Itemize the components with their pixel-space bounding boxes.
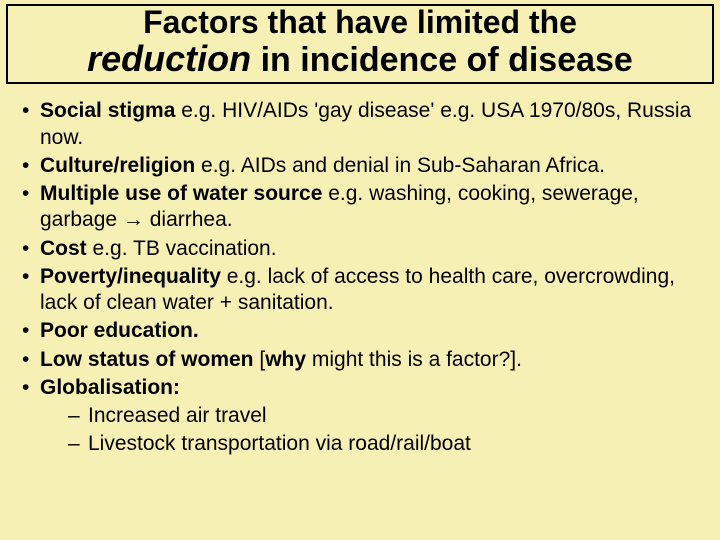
bullet-bold: Globalisation:: [40, 376, 180, 399]
title-text-line1: Factors that have limited the: [143, 4, 577, 40]
title-line-1: Factors that have limited the: [18, 6, 702, 40]
bullet-item-globalisation: Globalisation: Increased air travel Live…: [18, 375, 702, 458]
bullet-bold: Multiple use of water source: [40, 182, 322, 205]
bullet-item-education: Poor education.: [18, 318, 702, 344]
bullet-item-water-source: Multiple use of water source e.g. washin…: [18, 181, 702, 234]
bullet-list: Social stigma e.g. HIV/AIDs 'gay disease…: [18, 98, 702, 457]
bullet-item-social-stigma: Social stigma e.g. HIV/AIDs 'gay disease…: [18, 98, 702, 151]
bullet-item-culture-religion: Culture/religion e.g. AIDs and denial in…: [18, 153, 702, 179]
content-area: Social stigma e.g. HIV/AIDs 'gay disease…: [0, 84, 720, 457]
bullet-rest: e.g. TB vaccination.: [87, 237, 277, 260]
bullet-bold: Social stigma: [40, 99, 175, 122]
bullet-bold-why: why: [265, 348, 306, 371]
title-band: Factors that have limited the reduction …: [6, 4, 714, 84]
bullet-rest: might this is a factor?].: [306, 348, 522, 371]
bullet-rest: [: [254, 348, 266, 371]
bullet-bold: Poor education.: [40, 319, 199, 342]
sub-bullet-air-travel: Increased air travel: [68, 403, 702, 429]
title-italic-word: reduction: [87, 38, 251, 79]
bullet-bold: Culture/religion: [40, 154, 195, 177]
bullet-item-poverty: Poverty/inequality e.g. lack of access t…: [18, 264, 702, 317]
sub-bullet-list: Increased air travel Livestock transport…: [40, 403, 702, 458]
bullet-bold: Cost: [40, 237, 87, 260]
bullet-item-cost: Cost e.g. TB vaccination.: [18, 236, 702, 262]
bullet-rest: e.g. AIDs and denial in Sub-Saharan Afri…: [195, 154, 605, 177]
title-line-2: reduction in incidence of disease: [18, 40, 702, 79]
sub-bullet-livestock: Livestock transportation via road/rail/b…: [68, 431, 702, 457]
sub-bullet-text: Livestock transportation via road/rail/b…: [88, 432, 471, 455]
title-rest-text: in incidence of disease: [251, 41, 633, 79]
bullet-bold: Low status of women: [40, 348, 254, 371]
bullet-bold: Poverty/inequality: [40, 265, 221, 288]
bullet-item-women-status: Low status of women [why might this is a…: [18, 347, 702, 373]
sub-bullet-text: Increased air travel: [88, 404, 267, 427]
